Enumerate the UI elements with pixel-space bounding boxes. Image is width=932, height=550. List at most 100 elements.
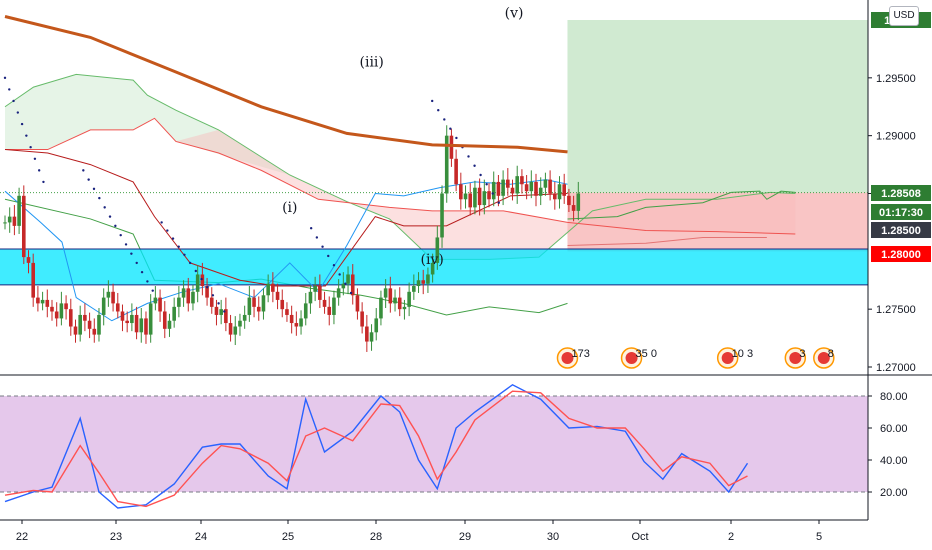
sar-dot bbox=[183, 253, 186, 257]
sar-dot bbox=[206, 285, 209, 289]
candle-body bbox=[186, 288, 191, 304]
candle-body bbox=[350, 274, 355, 296]
candle-body bbox=[247, 297, 252, 315]
sar-dot bbox=[332, 264, 336, 267]
event-marker-label: 3 bbox=[799, 348, 805, 360]
candle-body bbox=[501, 179, 505, 196]
osc-tick-label: 80.00 bbox=[880, 391, 908, 403]
candle-body bbox=[355, 295, 360, 312]
candle-body bbox=[360, 311, 364, 327]
candle-body bbox=[228, 323, 233, 335]
candle-body bbox=[421, 280, 426, 284]
candle-body bbox=[336, 288, 341, 298]
time-tick-label: 25 bbox=[282, 531, 294, 543]
price-badge-label: 1.28508 bbox=[881, 188, 921, 200]
price-pane[interactable]: (i) (iii) (iv) (v) 173 35 0 10 3 3 8 bbox=[0, 6, 868, 369]
candle-body bbox=[40, 299, 45, 304]
time-tick-label: 2 bbox=[728, 531, 734, 543]
candle-body bbox=[412, 286, 416, 292]
price-axis-bg bbox=[868, 0, 932, 550]
candle-body bbox=[31, 262, 35, 298]
candle-body bbox=[266, 283, 270, 296]
event-marker[interactable]: 10 3 bbox=[716, 347, 753, 369]
candle-body bbox=[322, 299, 327, 307]
candle-body bbox=[21, 195, 26, 258]
stochastic-pane[interactable] bbox=[0, 383, 868, 509]
sar-dots bbox=[3, 76, 500, 313]
price-tick-label: 1.29000 bbox=[876, 131, 916, 143]
stochastic-k-line bbox=[4, 383, 749, 509]
price-badge: 1.28500 bbox=[871, 222, 931, 238]
candle-body bbox=[482, 191, 487, 206]
candle-body bbox=[303, 303, 308, 319]
candle-body bbox=[195, 274, 200, 292]
event-marker[interactable]: 8 bbox=[813, 347, 835, 369]
wave-label[interactable]: (v) bbox=[505, 6, 524, 22]
candle-body bbox=[571, 205, 576, 211]
sar-dot bbox=[135, 261, 138, 265]
sar-dot bbox=[200, 277, 203, 281]
sar-dot bbox=[467, 155, 470, 158]
event-marker[interactable]: 35 0 bbox=[620, 347, 657, 369]
projection-line-lower bbox=[567, 236, 767, 247]
sar-dot bbox=[455, 136, 458, 140]
candle-body bbox=[534, 181, 538, 196]
wave-label[interactable]: (iii) bbox=[360, 54, 384, 70]
candle-body bbox=[162, 311, 167, 329]
event-flag-inner bbox=[561, 352, 574, 364]
candle-body bbox=[261, 295, 266, 312]
candle-body bbox=[205, 286, 209, 298]
sar-dot bbox=[119, 233, 122, 237]
time-tick-label: 5 bbox=[816, 531, 822, 543]
sar-dot bbox=[449, 127, 452, 130]
wave-label[interactable]: (i) bbox=[282, 200, 297, 216]
candle-body bbox=[459, 184, 463, 200]
event-flag-inner bbox=[721, 352, 734, 364]
sar-dot bbox=[338, 273, 341, 276]
candle-body bbox=[562, 184, 567, 196]
price-tick-label: 1.27500 bbox=[876, 304, 916, 316]
candle-body bbox=[294, 323, 299, 327]
cloud-span-a bbox=[4, 73, 796, 260]
candle-body bbox=[454, 158, 458, 185]
candle-body bbox=[308, 291, 313, 304]
event-marker[interactable]: 3 bbox=[784, 347, 807, 369]
time-tick-label: 28 bbox=[370, 531, 382, 543]
sar-dot bbox=[114, 224, 117, 228]
wave-label[interactable]: (iv) bbox=[421, 252, 444, 268]
candle-body bbox=[435, 237, 440, 263]
candle-body bbox=[327, 306, 332, 315]
candle-body bbox=[426, 274, 430, 284]
candle-body bbox=[158, 297, 162, 312]
candle-body bbox=[567, 195, 571, 206]
candle-body bbox=[280, 299, 285, 310]
sar-dot bbox=[108, 215, 112, 218]
sar-dot bbox=[12, 99, 15, 103]
candle-body bbox=[167, 320, 172, 329]
candle-body bbox=[388, 288, 393, 304]
candles bbox=[3, 125, 581, 352]
candle-body bbox=[45, 299, 50, 307]
sar-dot bbox=[20, 122, 24, 126]
candle-body bbox=[181, 288, 186, 298]
candle-body bbox=[101, 297, 106, 315]
candle-body bbox=[214, 306, 219, 315]
sar-dot bbox=[443, 118, 446, 121]
candle-body bbox=[125, 320, 129, 324]
price-badge-bg bbox=[871, 204, 931, 220]
event-marker[interactable]: 173 bbox=[556, 347, 590, 369]
candle-body bbox=[209, 297, 214, 307]
time-tick-label: 23 bbox=[110, 531, 122, 543]
price-tick-label: 1.27000 bbox=[876, 362, 916, 374]
candle-body bbox=[289, 314, 294, 324]
sar-dot bbox=[37, 169, 41, 172]
sar-dot bbox=[223, 310, 226, 313]
sar-dot bbox=[166, 229, 169, 232]
candle-body bbox=[440, 193, 444, 238]
currency-button[interactable]: USD bbox=[889, 6, 919, 26]
event-flag-inner bbox=[625, 352, 638, 364]
sar-dot bbox=[8, 88, 11, 91]
event-marker-label: 10 3 bbox=[732, 348, 753, 360]
candle-body bbox=[407, 291, 411, 307]
candle-body bbox=[233, 326, 238, 335]
